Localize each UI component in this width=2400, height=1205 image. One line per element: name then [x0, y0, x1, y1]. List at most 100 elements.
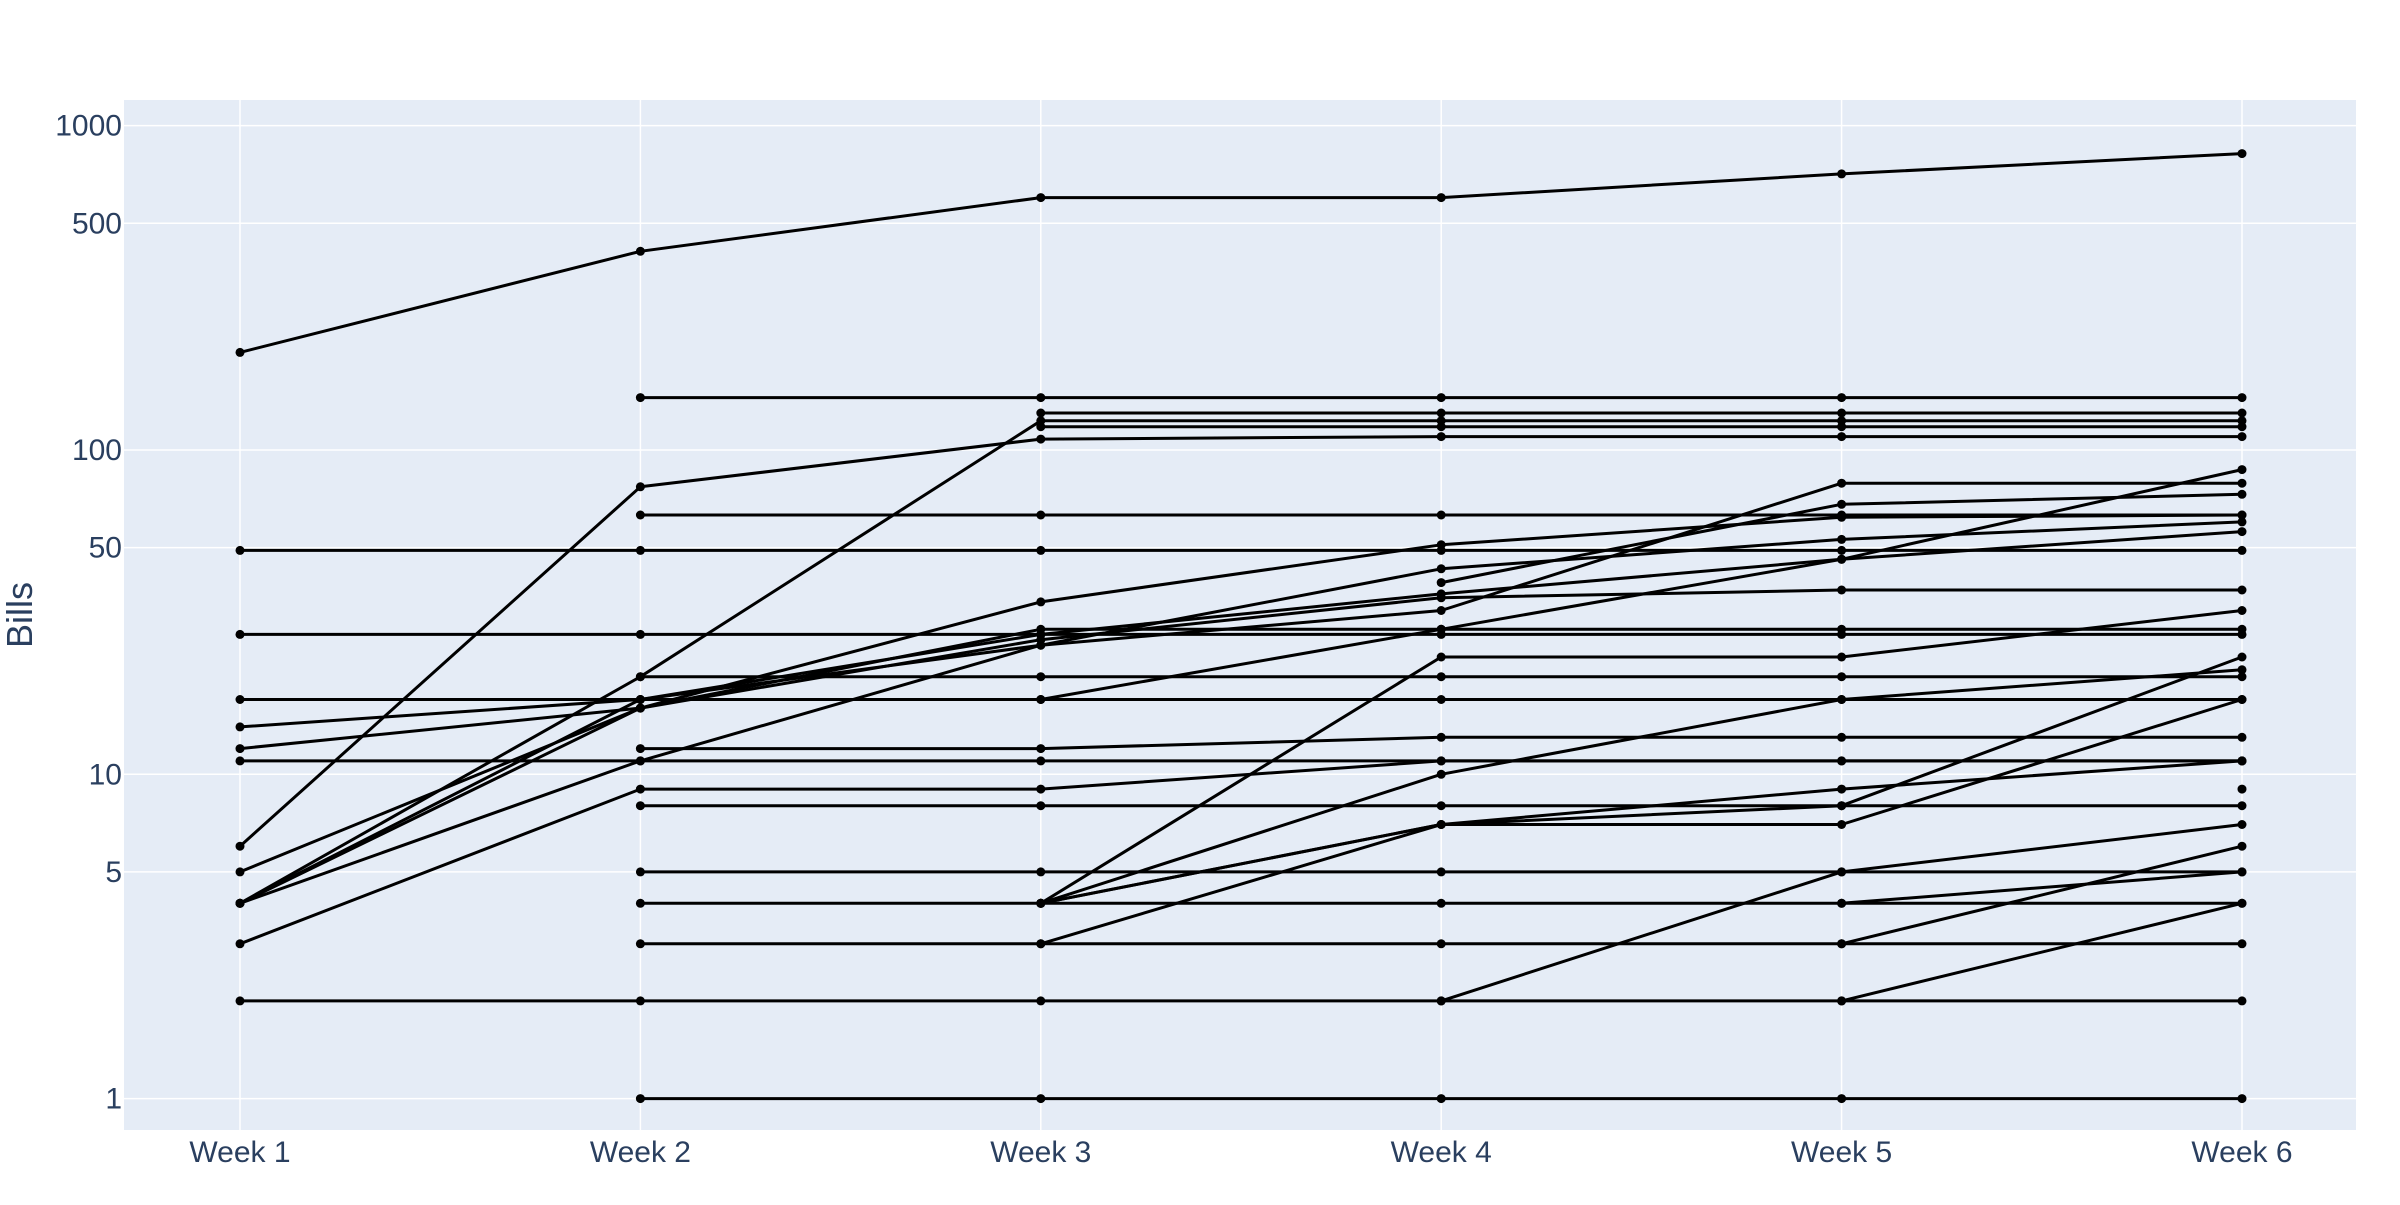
series-35	[1837, 867, 2247, 908]
y-tick-label: 500	[72, 207, 122, 240]
data-point	[1436, 593, 1446, 603]
data-point	[2237, 756, 2247, 766]
data-point	[1837, 585, 1847, 595]
series-line	[239, 152, 2243, 354]
data-point	[2237, 527, 2247, 537]
data-point	[635, 898, 645, 908]
data-point	[2237, 149, 2247, 159]
data-point	[635, 939, 645, 949]
data-point	[1436, 422, 1446, 432]
data-point	[635, 672, 645, 682]
data-point	[235, 545, 245, 555]
x-tick-label: Week 4	[1391, 1136, 1492, 1169]
data-point	[1837, 432, 1847, 442]
data-point	[1036, 393, 1046, 403]
data-point	[1036, 756, 1046, 766]
data-point	[1837, 756, 1847, 766]
data-point	[1036, 545, 1046, 555]
data-point	[1036, 784, 1046, 794]
series-27	[1036, 465, 2247, 704]
data-point	[1036, 744, 1046, 754]
series-line	[238, 435, 2242, 848]
data-point	[1837, 652, 1847, 662]
series-19	[635, 732, 2247, 754]
series-line	[1841, 844, 2243, 946]
data-point	[1837, 996, 1847, 1006]
data-point	[1436, 1094, 1446, 1104]
data-point	[1036, 867, 1046, 877]
data-point	[2237, 478, 2247, 488]
series-group	[235, 149, 2247, 1104]
y-tick-label: 1	[105, 1083, 122, 1116]
data-point	[1436, 695, 1446, 704]
y-tick-label: 100	[72, 434, 122, 467]
y-tick-label: 1000	[55, 110, 122, 143]
series-line	[239, 588, 2242, 874]
data-point	[1837, 554, 1847, 564]
data-point	[1837, 545, 1847, 555]
data-point	[635, 867, 645, 877]
data-point	[235, 695, 245, 704]
x-tick-label: Week 6	[2191, 1136, 2292, 1169]
data-point	[235, 939, 245, 949]
data-point	[1436, 939, 1446, 949]
data-point	[2237, 489, 2247, 499]
data-point	[635, 482, 645, 492]
x-tick-label: Week 2	[590, 1136, 691, 1169]
data-point	[1436, 898, 1446, 908]
data-point	[635, 393, 645, 403]
data-point	[1837, 784, 1847, 794]
data-point	[235, 629, 245, 639]
data-point	[1436, 732, 1446, 742]
data-point	[235, 347, 245, 357]
data-point	[1436, 540, 1446, 550]
data-point	[2237, 510, 2247, 520]
data-point	[1837, 695, 1847, 704]
x-tick-label: Week 3	[990, 1136, 1091, 1169]
data-point	[1837, 867, 1847, 877]
data-point	[2237, 465, 2247, 475]
data-point	[2237, 841, 2247, 851]
series-32	[1036, 652, 2247, 949]
data-point	[1036, 408, 1046, 418]
data-point	[635, 996, 645, 1006]
data-point	[235, 722, 245, 732]
data-point	[2237, 652, 2247, 662]
series-16	[635, 393, 2247, 403]
series-37	[1837, 898, 2247, 1006]
data-point	[1436, 510, 1446, 520]
data-point	[2237, 665, 2247, 675]
data-point	[635, 756, 645, 766]
data-point	[1036, 510, 1046, 520]
series-24	[635, 1094, 2247, 1104]
series-18	[635, 672, 2247, 682]
data-point	[635, 246, 645, 256]
data-point	[1436, 672, 1446, 682]
data-point	[1436, 996, 1446, 1006]
series-line	[1841, 870, 2243, 905]
data-point	[635, 703, 645, 713]
series-34	[1436, 820, 2247, 1006]
data-point	[1436, 408, 1446, 418]
series-26	[1036, 422, 2247, 432]
data-point	[2237, 1094, 2247, 1104]
data-point	[635, 744, 645, 754]
data-point	[1837, 408, 1847, 418]
y-axis-title: Bills	[0, 582, 40, 648]
data-point	[2237, 408, 2247, 418]
data-point	[1036, 939, 1046, 949]
data-point	[2237, 784, 2247, 794]
data-point	[1436, 578, 1446, 588]
data-point	[1837, 939, 1847, 949]
data-point	[1036, 193, 1046, 203]
series-line	[1040, 668, 2243, 905]
x-axis-ticks: Week 1 Week 2 Week 3 Week 4 Week 5 Week 6	[189, 1136, 2292, 1169]
data-point	[1837, 898, 1847, 908]
series-33	[1436, 489, 2247, 588]
data-point	[2237, 732, 2247, 742]
data-point	[1436, 432, 1446, 442]
data-point	[635, 510, 645, 520]
series-line	[1040, 698, 2243, 905]
data-point	[1837, 534, 1847, 544]
data-point	[635, 784, 645, 794]
